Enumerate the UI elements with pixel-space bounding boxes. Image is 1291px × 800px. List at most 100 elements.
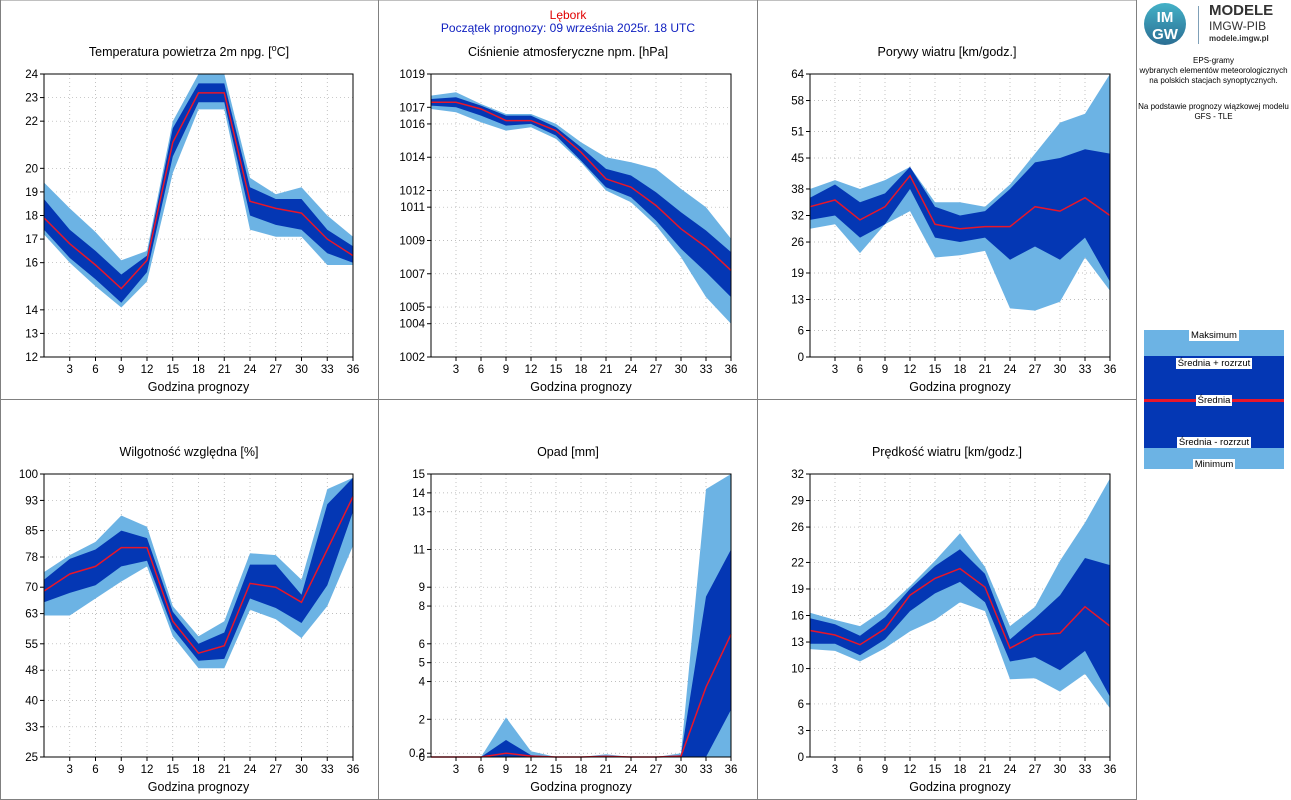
y-tick-label: 0 xyxy=(798,752,804,764)
x-tick-label: 30 xyxy=(295,764,308,776)
band-min-max xyxy=(431,92,731,324)
y-tick-label: 51 xyxy=(791,126,804,138)
forecast-start: Początek prognozy: 09 września 2025r. 18… xyxy=(440,21,696,35)
x-tick-label: 33 xyxy=(700,364,713,376)
x-tick-label: 9 xyxy=(503,764,509,776)
x-tick-label: 18 xyxy=(954,364,967,376)
x-axis-label: Godzina prognozy xyxy=(148,780,250,794)
chart-5: Prędkość wiatru [km/godz.]03610131619222… xyxy=(791,445,1116,794)
x-tick-label: 6 xyxy=(857,364,863,376)
x-tick-label: 24 xyxy=(1004,764,1017,776)
x-tick-label: 6 xyxy=(478,764,484,776)
side-line: EPS-gramy xyxy=(1193,56,1234,65)
y-tick-label: 64 xyxy=(791,69,804,81)
x-tick-label: 15 xyxy=(166,764,179,776)
x-tick-label: 12 xyxy=(141,764,154,776)
x-tick-label: 33 xyxy=(700,764,713,776)
x-tick-label: 15 xyxy=(166,364,179,376)
y-tick-label: 1011 xyxy=(400,202,425,214)
chart-title: Porywy wiatru [km/godz.] xyxy=(878,45,1017,59)
y-tick-label: 0 xyxy=(798,352,804,364)
y-tick-label: 1009 xyxy=(399,235,425,247)
x-tick-label: 15 xyxy=(550,764,563,776)
x-tick-label: 9 xyxy=(118,764,124,776)
x-tick-label: 33 xyxy=(321,364,334,376)
band-mean-spread xyxy=(810,549,1110,697)
mean-line xyxy=(809,567,1111,650)
band-mean-spread xyxy=(44,477,353,661)
x-tick-label: 9 xyxy=(118,364,124,376)
y-tick-label: 18 xyxy=(25,211,38,223)
y-tick-label: 16 xyxy=(791,611,804,623)
y-tick-label: 45 xyxy=(791,153,804,165)
legend-max: Maksimum xyxy=(1189,330,1239,341)
x-tick-label: 30 xyxy=(295,364,308,376)
y-tick-label: 13 xyxy=(791,637,804,649)
y-tick-label: 85 xyxy=(25,526,38,538)
x-tick-label: 18 xyxy=(192,764,205,776)
band-min-max xyxy=(44,74,353,308)
mean-line xyxy=(809,174,1111,230)
station-name: Lębork xyxy=(549,8,587,22)
chart-title: Ciśnienie atmosferyczne npm. [hPa] xyxy=(468,45,668,59)
x-tick-label: 21 xyxy=(979,764,992,776)
y-tick-label: 1012 xyxy=(399,186,425,198)
x-tick-label: 9 xyxy=(882,364,888,376)
x-tick-label: 9 xyxy=(503,364,509,376)
x-tick-label: 6 xyxy=(857,764,863,776)
chart-2: Porywy wiatru [km/godz.] 0 6 13 19 26 32 38 45 51… xyxy=(791,45,1116,394)
y-tick-label: 5 xyxy=(419,658,425,670)
chart-3: Wilgotność względna [%]25334048556370788… xyxy=(19,445,360,794)
x-tick-label: 21 xyxy=(218,364,231,376)
y-tick-label: 1005 xyxy=(399,302,425,314)
x-tick-label: 12 xyxy=(904,364,917,376)
x-tick-label: 12 xyxy=(904,764,917,776)
y-tick-label: 1019 xyxy=(399,69,425,81)
mean-line xyxy=(431,101,732,271)
y-tick-label: 100 xyxy=(19,469,38,481)
side-basis: Na podstawie prognozy wiązkowej modelu G… xyxy=(1136,102,1291,122)
x-tick-label: 18 xyxy=(954,764,967,776)
y-tick-label: 4 xyxy=(419,677,426,689)
y-tick-label: 70 xyxy=(25,582,38,594)
x-tick-label: 36 xyxy=(725,364,738,376)
chart-1: Ciśnienie atmosferyczne npm. [hPa] 1002 10… xyxy=(399,45,737,394)
logo-url: modele.imgw.pl xyxy=(1209,34,1269,43)
x-tick-label: 21 xyxy=(600,364,613,376)
x-tick-label: 15 xyxy=(929,364,942,376)
x-tick-label: 18 xyxy=(575,364,588,376)
y-tick-label: 1002 xyxy=(399,352,425,364)
y-tick-label: 9 xyxy=(419,582,425,594)
side-basis-line: GFS - TLE xyxy=(1194,112,1233,121)
x-axis-label: Godzina prognozy xyxy=(530,380,632,394)
y-tick-label: 40 xyxy=(25,695,38,707)
band-min-max xyxy=(810,74,1110,311)
y-tick-label: 13 xyxy=(25,328,38,340)
x-tick-label: 12 xyxy=(525,764,538,776)
x-tick-label: 27 xyxy=(1029,764,1042,776)
side-line: wybranych elementów meteorologicznych xyxy=(1139,66,1288,75)
y-tick-label: 19 xyxy=(791,268,804,280)
x-tick-label: 33 xyxy=(1079,764,1092,776)
y-tick-label: 13 xyxy=(791,295,804,307)
y-tick-label: 17 xyxy=(25,234,38,246)
side-basis-line: Na podstawie prognozy wiązkowej modelu xyxy=(1138,102,1289,111)
y-tick-label: 15 xyxy=(412,469,425,481)
chart-title: Temperatura powietrza 2m npg. [oC] xyxy=(89,43,289,59)
x-tick-label: 3 xyxy=(453,764,459,776)
y-tick-label: 26 xyxy=(791,522,804,534)
x-tick-label: 30 xyxy=(675,364,688,376)
y-tick-label: 25 xyxy=(25,752,38,764)
legend-min: Minimum xyxy=(1192,459,1236,470)
x-tick-label: 30 xyxy=(675,764,688,776)
y-tick-label: 55 xyxy=(25,639,38,651)
logo-title: MODELE xyxy=(1209,2,1274,19)
x-axis-label: Godzina prognozy xyxy=(909,380,1011,394)
x-tick-label: 27 xyxy=(1029,364,1042,376)
y-tick-label: 26 xyxy=(791,237,804,249)
y-tick-label: 6 xyxy=(798,325,804,337)
band-min-max xyxy=(44,477,353,669)
imgw-logo: IM GW MODELE IMGW-PIB modele.imgw.pl xyxy=(1143,2,1283,48)
